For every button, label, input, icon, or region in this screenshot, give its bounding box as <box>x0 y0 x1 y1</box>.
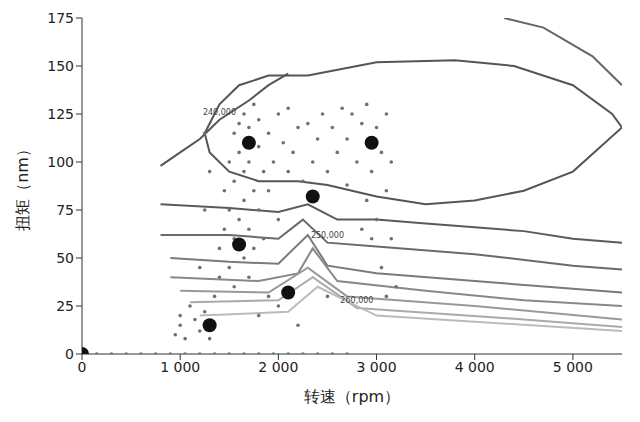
svg-text:0: 0 <box>78 359 87 375</box>
svg-text:125: 125 <box>47 106 74 122</box>
svg-text:3 000: 3 000 <box>356 359 396 375</box>
svg-text:150: 150 <box>47 58 74 74</box>
svg-text:75: 75 <box>56 202 74 218</box>
svg-text:100: 100 <box>47 154 74 170</box>
svg-text:扭矩（nm）: 扭矩（nm） <box>13 141 32 231</box>
svg-text:175: 175 <box>47 10 74 26</box>
svg-text:4 000: 4 000 <box>455 359 495 375</box>
svg-text:250,000: 250,000 <box>311 231 344 240</box>
svg-text:1 000: 1 000 <box>160 359 200 375</box>
svg-text:5 000: 5 000 <box>553 359 593 375</box>
svg-text:0: 0 <box>65 346 74 362</box>
svg-text:2 000: 2 000 <box>258 359 298 375</box>
svg-text:转速（rpm）: 转速（rpm） <box>304 387 400 406</box>
svg-text:260,000: 260,000 <box>340 296 373 305</box>
svg-text:240,000: 240,000 <box>203 108 236 117</box>
svg-text:50: 50 <box>56 250 74 266</box>
svg-text:25: 25 <box>56 298 74 314</box>
